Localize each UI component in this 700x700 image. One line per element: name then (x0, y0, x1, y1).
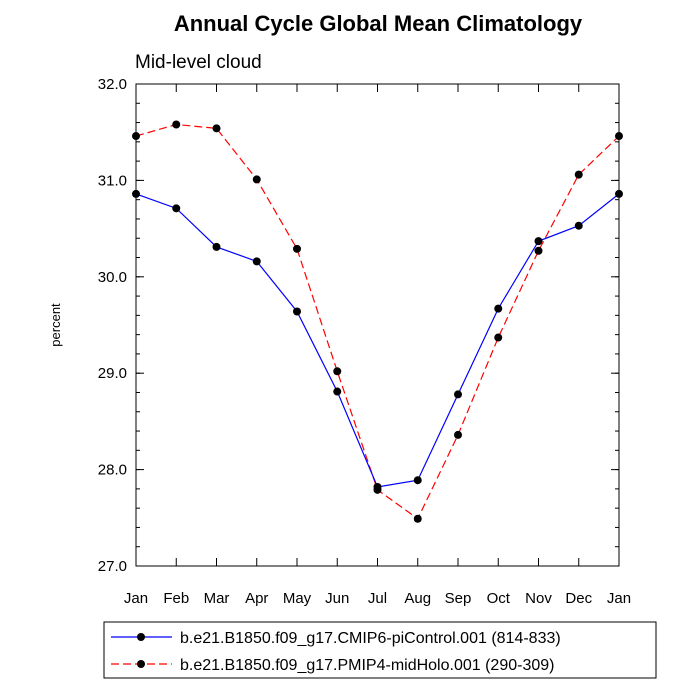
data-point (172, 120, 181, 129)
data-point (132, 189, 140, 198)
data-point (454, 390, 462, 399)
data-point (333, 387, 342, 396)
legend: b.e21.B1850.f09_g17.CMIP6-piControl.001 … (111, 630, 561, 674)
chart-title: Annual Cycle Global Mean Climatology (174, 11, 583, 36)
data-point (494, 333, 503, 342)
x-tick-label: Oct (487, 590, 511, 607)
data-point (172, 204, 181, 213)
data-point (454, 430, 462, 439)
data-point (615, 132, 623, 141)
y-tick-label: 31.0 (98, 172, 127, 189)
data-point (252, 175, 261, 184)
y-ticks: 27.0 28.0 29.0 30.0 31.0 32.0 (98, 76, 619, 575)
data-point (574, 221, 583, 230)
chart-subtitle: Mid-level cloud (135, 52, 262, 73)
data-point (333, 367, 342, 376)
x-tick-label: Nov (525, 590, 552, 607)
y-tick-label: 32.0 (98, 76, 127, 93)
y-tick-label: 28.0 (98, 462, 127, 479)
data-point (574, 170, 583, 179)
legend-marker (137, 633, 145, 641)
legend-label: b.e21.B1850.f09_g17.CMIP6-piControl.001 … (180, 630, 561, 647)
y-tick-label: 30.0 (98, 269, 127, 286)
legend-marker (137, 660, 145, 668)
x-tick-label: Mar (204, 590, 230, 607)
data-point (212, 242, 221, 251)
x-tick-label: Jul (368, 590, 387, 607)
series-line (135, 123, 620, 520)
data-point (413, 476, 422, 485)
x-tick-label: Apr (245, 590, 268, 607)
data-point (534, 237, 543, 246)
x-tick-label: Feb (163, 590, 189, 607)
data-point (212, 124, 221, 133)
data-point (293, 307, 301, 316)
data-point (132, 132, 140, 141)
y-tick-label: 29.0 (98, 365, 127, 382)
x-tick-label: Dec (565, 590, 592, 607)
series-line (135, 193, 620, 488)
data-point (534, 246, 543, 255)
data-point (373, 485, 382, 494)
data-point (293, 244, 301, 253)
x-tick-label: Jan (607, 590, 631, 607)
x-tick-label: Jun (325, 590, 349, 607)
legend-box (103, 621, 657, 679)
data-point (413, 514, 422, 523)
x-tick-label: Aug (404, 590, 431, 607)
x-tick-label: Sep (445, 590, 472, 607)
data-point (615, 189, 623, 198)
x-tick-label: Jan (124, 590, 148, 607)
data-point (494, 304, 503, 313)
series-layer (132, 120, 623, 523)
data-point (252, 257, 261, 266)
x-ticks: Jan Feb Mar Apr May Jun Jul Aug Sep Oct Nov Dec Jan (124, 84, 631, 607)
x-tick-label: May (283, 590, 312, 607)
y-tick-label: 27.0 (98, 558, 127, 575)
y-axis-label: percent (48, 303, 63, 347)
legend-label: b.e21.B1850.f09_g17.PMIP4-midHolo.001 (2… (180, 657, 554, 674)
